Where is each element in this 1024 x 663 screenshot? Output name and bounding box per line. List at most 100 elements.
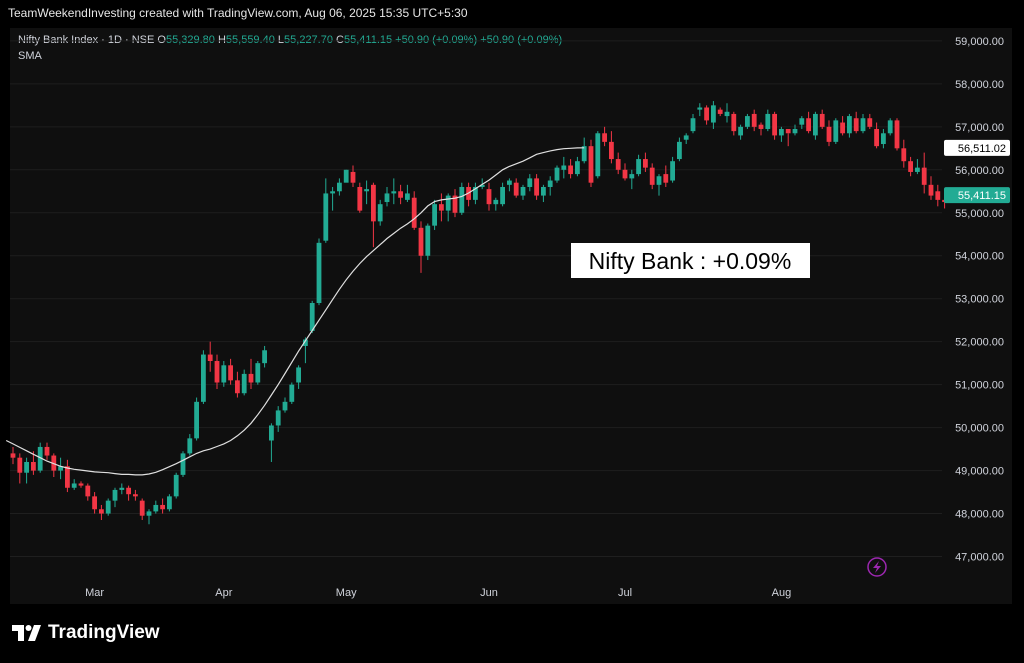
candle	[24, 457, 29, 484]
candle	[58, 457, 63, 480]
candle-body	[513, 182, 519, 196]
candle-body	[194, 401, 199, 439]
candle	[119, 483, 125, 495]
candle-body	[704, 107, 709, 121]
candle-body	[343, 169, 349, 183]
candle	[452, 189, 458, 218]
candle	[207, 341, 213, 372]
candle	[901, 139, 907, 168]
candle	[534, 174, 539, 200]
x-tick-label: Apr	[215, 587, 232, 599]
candle-body	[643, 159, 648, 168]
candle-body	[71, 483, 77, 488]
candle	[486, 182, 492, 211]
candle-body	[677, 141, 682, 160]
candle-body	[636, 159, 641, 175]
candle	[609, 131, 614, 164]
candle-body	[432, 204, 437, 226]
indicator-label[interactable]: SMA	[18, 50, 42, 62]
symbol-label[interactable]: Nifty Bank Index · 1D · NSE	[18, 34, 155, 46]
candle-body	[10, 453, 16, 458]
candle	[541, 184, 546, 203]
candle	[228, 358, 233, 385]
annotation-background	[571, 243, 810, 278]
candle-body	[738, 126, 743, 136]
candle	[160, 498, 165, 514]
candle-body	[799, 118, 805, 125]
lightning-icon[interactable]	[867, 557, 887, 577]
candle-body	[221, 365, 227, 383]
candle-body	[146, 511, 152, 516]
candle	[10, 446, 16, 465]
tradingview-logo[interactable]: TradingView	[12, 622, 160, 644]
candle	[289, 382, 295, 404]
candle	[187, 434, 193, 456]
candle	[71, 479, 77, 490]
candle-body	[24, 461, 29, 473]
candle-body	[112, 489, 118, 501]
candle	[745, 113, 750, 129]
candle-body	[575, 161, 580, 175]
candle	[935, 184, 941, 207]
candle-body	[541, 186, 546, 196]
price-label-text: 56,511.02	[958, 143, 1006, 155]
candle	[405, 184, 410, 203]
candle	[711, 101, 716, 129]
high-value: 55,559.40	[225, 34, 275, 46]
candle	[799, 116, 805, 129]
candle-body	[520, 186, 526, 196]
close-value: 55,411.15	[343, 34, 393, 46]
candle	[677, 137, 682, 162]
candle-body	[248, 373, 254, 383]
candle-body	[316, 242, 322, 303]
candle	[445, 193, 451, 222]
candle-body	[840, 122, 845, 134]
candle	[92, 492, 97, 514]
candle	[139, 498, 145, 520]
candle-body	[405, 193, 410, 200]
ohlc-legend: Nifty Bank Index · 1D · NSE O55,329.80 H…	[18, 34, 562, 46]
tradingview-logo-icon	[12, 625, 41, 641]
x-tick-label: Jun	[480, 587, 498, 599]
candle	[235, 371, 240, 398]
candle-body	[425, 225, 431, 256]
candle-body	[785, 128, 791, 134]
y-tick-label: 56,000.00	[955, 165, 1004, 177]
candle-body	[337, 182, 342, 192]
candle-body	[85, 485, 91, 497]
candle-body	[126, 487, 131, 495]
candle	[656, 174, 662, 196]
candle	[887, 118, 893, 136]
candle-body	[935, 191, 941, 200]
candle-body	[330, 191, 335, 194]
candle	[112, 487, 118, 508]
candle-body	[357, 186, 363, 211]
candle-body	[527, 178, 533, 187]
candle	[337, 178, 342, 196]
price-label-box	[944, 187, 1010, 204]
candle	[350, 165, 356, 187]
candle	[500, 182, 505, 207]
candle	[364, 180, 369, 205]
candle	[853, 111, 859, 134]
candle-body	[235, 380, 240, 394]
candle	[194, 397, 199, 441]
close-tag: C	[336, 34, 344, 46]
candle	[105, 498, 111, 516]
candle-body	[31, 461, 36, 471]
candle	[31, 451, 36, 475]
candle-body	[105, 500, 111, 514]
candle-body	[908, 161, 913, 172]
candle	[663, 165, 669, 187]
candle-body	[350, 171, 356, 183]
candle	[520, 184, 526, 200]
candle-body	[296, 367, 301, 383]
candle-body	[772, 113, 777, 136]
candle-body	[275, 410, 281, 426]
candle	[51, 453, 57, 478]
candle-body	[561, 165, 567, 170]
candle	[643, 152, 648, 172]
candle-body	[180, 453, 186, 475]
